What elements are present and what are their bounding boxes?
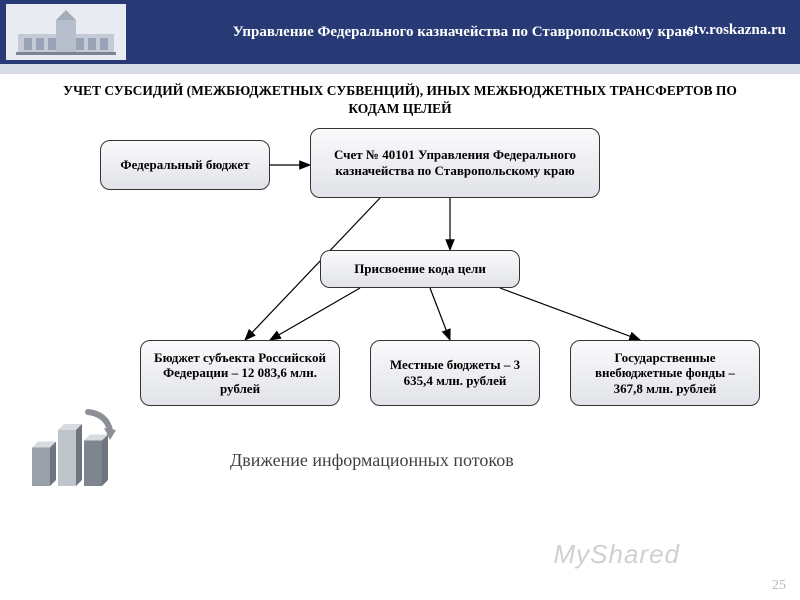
org-url: stv.roskazna.ru — [688, 22, 786, 39]
node-account-40101: Счет № 40101 Управления Федерального каз… — [310, 128, 600, 198]
node-federal-budget: Федеральный бюджет — [100, 140, 270, 190]
node-extrabudget-funds: Государственные внебюджетные фонды – 367… — [570, 340, 760, 406]
page-number: 25 — [772, 578, 786, 594]
node-local-budgets: Местные бюджеты – 3 635,4 млн. рублей — [370, 340, 540, 406]
flowchart-canvas: Федеральный бюджет Счет № 40101 Управлен… — [0, 110, 800, 600]
node-label: Присвоение кода цели — [354, 261, 486, 277]
header-bar: Управление Федерального казначейства по … — [0, 0, 800, 64]
node-label: Местные бюджеты – 3 635,4 млн. рублей — [379, 357, 531, 388]
flow-label: Движение информационных потоков — [230, 450, 514, 471]
node-label: Федеральный бюджет — [120, 157, 249, 173]
node-label: Счет № 40101 Управления Федерального каз… — [319, 147, 591, 178]
sub-header-bar — [0, 64, 800, 74]
node-label: Бюджет субъекта Российской Федерации – 1… — [149, 350, 331, 397]
node-subject-budget: Бюджет субъекта Российской Федерации – 1… — [140, 340, 340, 406]
bars-3d-icon — [18, 400, 118, 490]
node-label: Государственные внебюджетные фонды – 367… — [579, 350, 751, 397]
node-code-assignment: Присвоение кода цели — [320, 250, 520, 288]
org-logo — [6, 4, 126, 60]
